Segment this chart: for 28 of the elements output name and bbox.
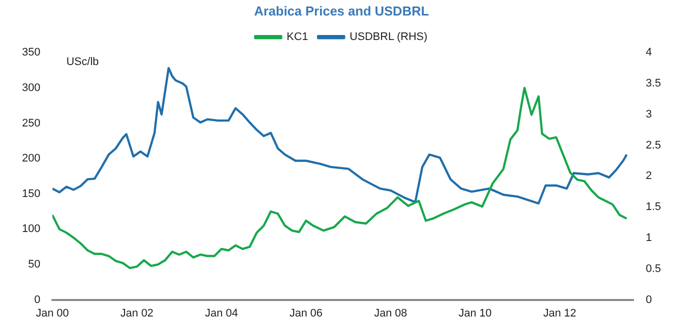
y2-tick-label: 2: [646, 170, 652, 182]
y2-tick-label: 2.5: [646, 139, 662, 152]
legend-label: USDBRL (RHS): [350, 31, 428, 44]
y-tick-label: 50: [28, 258, 40, 271]
y2-tick-label: 3: [646, 108, 652, 120]
x-tick-label: Jan 04: [204, 307, 238, 320]
x-tick-label: Jan 02: [120, 307, 154, 320]
y-tick-label: 200: [22, 152, 40, 165]
y2-tick-label: 1: [646, 232, 652, 244]
y2-tick-label: 1.5: [646, 201, 662, 214]
y-tick-label: 350: [22, 46, 40, 59]
y2-tick-label: 0.5: [646, 262, 662, 275]
x-tick-label: Jan 08: [374, 307, 408, 320]
x-tick-label: Jan 10: [458, 307, 492, 320]
y-tick-label: 150: [22, 188, 40, 200]
y-tick-label: 250: [22, 117, 40, 130]
x-tick-label: Jan 00: [36, 307, 69, 320]
y-tick-label: 100: [22, 223, 40, 236]
y-tick-label: 0: [34, 294, 40, 306]
y2-tick-label: 3.5: [646, 78, 662, 90]
y2-tick-label: 0: [646, 294, 652, 306]
y-tick-label: 300: [22, 82, 40, 94]
chart-title: Arabica Prices and USDBRL: [254, 3, 429, 18]
y-axis-title: USc/lb: [66, 56, 99, 68]
x-tick-label: Jan 06: [290, 307, 323, 320]
x-tick-label: Jan 12: [543, 307, 576, 320]
y2-tick-label: 4: [646, 46, 652, 59]
legend-label: KC1: [286, 31, 308, 44]
